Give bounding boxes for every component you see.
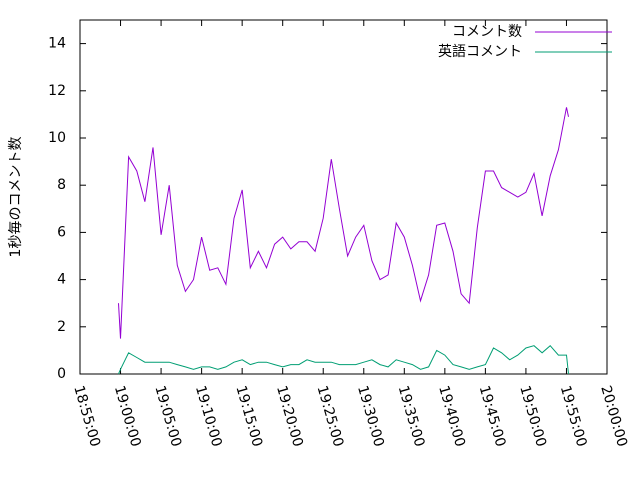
- x-tick-label: 20:00:00: [597, 384, 630, 449]
- x-tick-label: 19:50:00: [516, 384, 549, 449]
- plot-border: [79, 19, 608, 375]
- y-tick-label: 6: [57, 224, 66, 240]
- x-tick-label: 19:10:00: [192, 384, 225, 449]
- y-tick-label: 12: [48, 83, 66, 99]
- x-tick-label: 19:55:00: [557, 384, 590, 449]
- x-tick-label: 19:30:00: [354, 384, 387, 449]
- x-tick-label: 19:40:00: [435, 384, 468, 449]
- x-tick-label: 19:45:00: [476, 384, 509, 449]
- x-tick-label: 18:55:00: [70, 384, 103, 449]
- x-tick-label: 19:15:00: [232, 384, 265, 449]
- y-tick-label: 10: [48, 130, 66, 146]
- y-tick-label: 2: [57, 319, 66, 335]
- x-tick-label: 19:00:00: [111, 384, 144, 449]
- y-axis-label: 1秒毎のコメント数: [8, 137, 24, 258]
- x-tick-label: 19:25:00: [314, 384, 347, 449]
- series-line: [118, 344, 569, 375]
- x-tick-label: 19:05:00: [151, 384, 184, 449]
- x-tick-label: 19:20:00: [273, 384, 306, 449]
- y-tick-label: 0: [57, 366, 66, 382]
- legend-label: コメント数: [452, 24, 522, 40]
- legend-label: 英語コメント: [438, 43, 522, 60]
- y-tick-label: 14: [48, 36, 66, 52]
- y-tick-label: 4: [57, 272, 66, 288]
- series-line: [118, 107, 569, 339]
- x-tick-label: 19:35:00: [395, 384, 428, 449]
- y-tick-label: 8: [57, 177, 66, 193]
